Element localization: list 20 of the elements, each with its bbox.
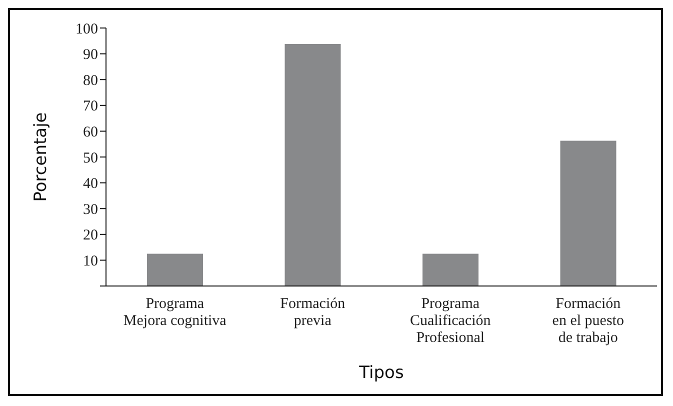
y-tick-label: 100 — [76, 21, 98, 38]
x-axis-title: Tipos — [358, 363, 404, 383]
bar — [422, 254, 478, 286]
y-tick-label: 30 — [83, 202, 98, 218]
y-tick-label: 60 — [83, 124, 98, 141]
y-tick-label: 10 — [83, 254, 98, 270]
x-tick-label: Programa Cualificación Profesional — [410, 296, 492, 346]
y-tick-label: 50 — [83, 150, 98, 166]
bar — [560, 140, 616, 286]
bar — [284, 44, 341, 286]
y-tick-label: 20 — [83, 228, 98, 244]
y-tick-label: 40 — [83, 176, 98, 192]
x-tick-label: Formación en el puesto de trabajo — [552, 296, 624, 346]
y-axis-title: Porcentaje — [31, 112, 52, 202]
y-tick-label: 80 — [83, 72, 98, 89]
bar — [147, 254, 203, 286]
y-tick-label: 90 — [83, 47, 98, 64]
y-tick-label: 70 — [83, 98, 98, 115]
x-tick-label: Formación previa — [280, 296, 346, 329]
x-tick-label: Programa Mejora cognitiva — [123, 296, 227, 329]
